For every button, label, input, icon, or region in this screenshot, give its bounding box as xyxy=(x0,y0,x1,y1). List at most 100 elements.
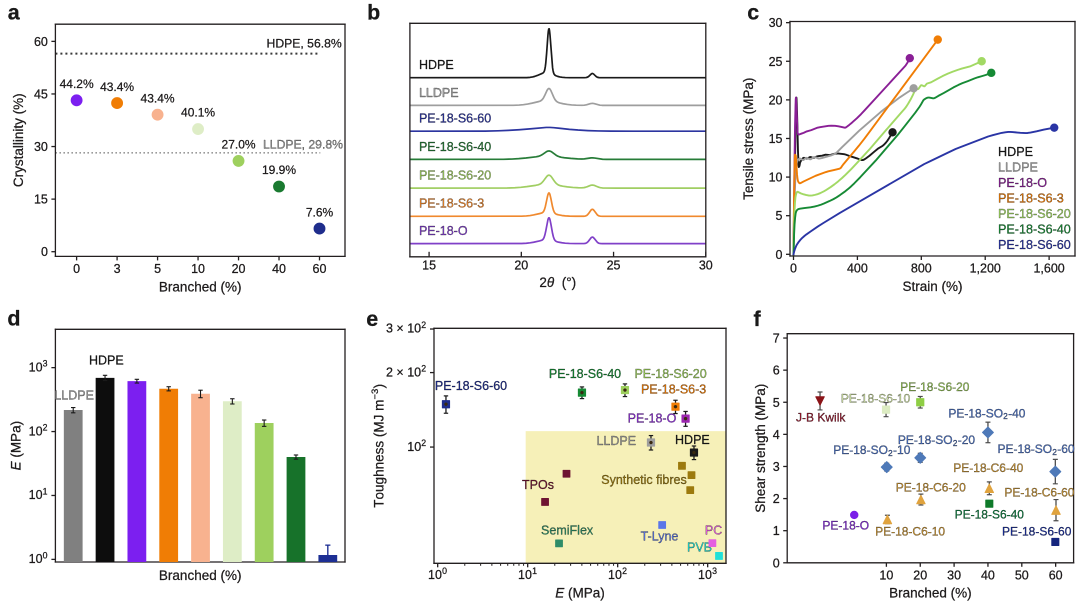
svg-text:Branched (%): Branched (%) xyxy=(159,568,242,583)
svg-text:2 (: 2 ( ° ) θ xyxy=(539,274,580,291)
svg-text:1 0 1: 1 0 1 xyxy=(518,566,537,583)
svg-text:1 0 2: 1 0 2 xyxy=(407,438,426,455)
svg-text:0: 0 xyxy=(790,262,797,276)
svg-text:15: 15 xyxy=(34,193,48,207)
svg-text:20: 20 xyxy=(769,93,783,107)
svg-text:PE-18-S6-40: PE-18-S6-40 xyxy=(419,140,491,154)
svg-text:30: 30 xyxy=(769,16,783,30)
svg-text:60: 60 xyxy=(313,262,327,276)
svg-text:PE-18-S6-40: PE-18-S6-40 xyxy=(955,508,1025,522)
svg-text:PE-18-S6-20: PE-18-S6-20 xyxy=(998,207,1071,221)
svg-text:3 ×: 3 × 1 0 2 xyxy=(386,320,426,337)
svg-text:0: 0 xyxy=(73,262,80,276)
svg-text:40: 40 xyxy=(981,568,995,582)
svg-text:1 0 1: 1 0 1 xyxy=(29,486,48,503)
svg-text:P E - 1: P E - 1 8 - S O - 4 0 2 xyxy=(948,404,1029,421)
svg-text:7.6%: 7.6% xyxy=(306,205,334,219)
svg-text:HDPE: HDPE xyxy=(89,353,124,367)
svg-text:20: 20 xyxy=(913,568,927,582)
svg-text:44.2%: 44.2% xyxy=(60,77,94,91)
svg-text:PE-18-O: PE-18-O xyxy=(822,519,869,533)
svg-text:7: 7 xyxy=(773,332,780,346)
svg-text:d: d xyxy=(7,307,20,331)
svg-text:27.0%: 27.0% xyxy=(222,138,256,152)
svg-text:b: b xyxy=(367,0,380,24)
svg-text:10: 10 xyxy=(769,171,783,185)
svg-text:30: 30 xyxy=(699,258,713,272)
svg-text:PVB: PVB xyxy=(687,541,712,555)
svg-text:PE-18-S6-60: PE-18-S6-60 xyxy=(419,112,491,126)
svg-text:a: a xyxy=(8,0,21,24)
svg-text:LLDPE, 29.8%: LLDPE, 29.8% xyxy=(263,137,343,151)
svg-text:LLDPE: LLDPE xyxy=(419,86,459,100)
svg-text:43.4%: 43.4% xyxy=(141,91,175,105)
svg-text:PE-18-S6-60: PE-18-S6-60 xyxy=(1002,524,1072,538)
svg-text:1,200: 1,200 xyxy=(970,262,1001,276)
svg-text:40: 40 xyxy=(272,262,286,276)
svg-text:3: 3 xyxy=(114,262,121,276)
svg-text:PE-18-O: PE-18-O xyxy=(628,412,677,426)
svg-text:5: 5 xyxy=(154,262,161,276)
svg-text:E ( M: E ( M P a ) xyxy=(7,421,24,471)
svg-text:PE-18-S6-40: PE-18-S6-40 xyxy=(549,367,621,381)
svg-text:30: 30 xyxy=(947,568,961,582)
svg-text:PE-18-O: PE-18-O xyxy=(419,224,468,238)
svg-text:30: 30 xyxy=(34,140,48,154)
svg-text:60: 60 xyxy=(1049,568,1063,582)
svg-text:HDPE: HDPE xyxy=(675,433,710,447)
svg-text:1 0 0: 1 0 0 xyxy=(428,566,447,583)
svg-text:19.9%: 19.9% xyxy=(262,163,296,177)
svg-text:Branched (%): Branched (%) xyxy=(159,279,242,294)
svg-text:LLDPE: LLDPE xyxy=(54,389,94,403)
svg-text:PE-18-S6-20: PE-18-S6-20 xyxy=(419,169,491,183)
svg-text:1 0 0: 1 0 0 xyxy=(29,550,48,567)
svg-text:1,600: 1,600 xyxy=(1033,262,1064,276)
svg-text:Synthetic fibres: Synthetic fibres xyxy=(601,473,686,487)
svg-text:PE-18-S6-60: PE-18-S6-60 xyxy=(998,238,1071,252)
svg-text:3: 3 xyxy=(773,460,780,474)
svg-text:5: 5 xyxy=(776,209,783,223)
svg-text:HDPE, 56.8%: HDPE, 56.8% xyxy=(267,37,342,51)
svg-text:c: c xyxy=(747,0,759,24)
svg-text:20: 20 xyxy=(232,262,246,276)
svg-text:P E - 1: P E - 1 8 - S O - 2 0 2 xyxy=(898,431,979,448)
svg-text:2: 2 xyxy=(773,492,780,506)
svg-text:15: 15 xyxy=(769,132,783,146)
svg-text:1 0 3: 1 0 3 xyxy=(29,358,48,375)
svg-text:Crystallinity (%): Crystallinity (%) xyxy=(11,93,26,187)
svg-text:25: 25 xyxy=(607,258,621,272)
svg-text:HDPE: HDPE xyxy=(998,145,1033,159)
svg-text:50: 50 xyxy=(1015,568,1029,582)
svg-text:e: e xyxy=(366,307,378,331)
svg-text:1 0 3: 1 0 3 xyxy=(698,566,717,583)
svg-text:800: 800 xyxy=(911,262,932,276)
svg-text:1 0 2: 1 0 2 xyxy=(29,422,48,439)
svg-text:PC: PC xyxy=(705,524,722,538)
svg-text:SemiFlex: SemiFlex xyxy=(541,524,594,538)
svg-text:0: 0 xyxy=(776,248,783,262)
svg-text:40.1%: 40.1% xyxy=(181,106,215,120)
svg-text:Tensile stress (MPa): Tensile stress (MPa) xyxy=(741,78,756,200)
svg-text:400: 400 xyxy=(847,262,868,276)
svg-text:P E - 1: P E - 1 8 - S O - 1 0 2 xyxy=(833,441,914,458)
svg-text:PE-18-S6-20: PE-18-S6-20 xyxy=(900,380,970,394)
svg-text:PE-18-S6-3: PE-18-S6-3 xyxy=(998,191,1064,205)
svg-text:Branched (%): Branched (%) xyxy=(889,586,972,601)
svg-text:45: 45 xyxy=(34,87,48,101)
svg-text:PE-18-S6-20: PE-18-S6-20 xyxy=(634,367,706,381)
svg-text:T o u g: T o u g h n e s s ( M J m ) − 3 xyxy=(365,380,387,508)
svg-text:Shear strength (MPa): Shear strength (MPa) xyxy=(753,384,768,513)
svg-text:2 ×: 2 × 1 0 2 xyxy=(386,363,426,380)
svg-text:P E - 1: P E - 1 8 - S O - 6 0 2 xyxy=(997,440,1078,457)
svg-text:0: 0 xyxy=(773,556,780,570)
svg-text:J-B Kwilk: J-B Kwilk xyxy=(796,411,846,425)
svg-text:1 0 2: 1 0 2 xyxy=(608,566,627,583)
svg-text:Strain (%): Strain (%) xyxy=(902,279,962,294)
svg-text:6: 6 xyxy=(773,364,780,378)
svg-text:PE-18-C6-60: PE-18-C6-60 xyxy=(1004,486,1074,500)
svg-text:10: 10 xyxy=(879,568,893,582)
svg-text:15: 15 xyxy=(422,258,436,272)
svg-text:PE-18-C6-20: PE-18-C6-20 xyxy=(896,480,966,494)
svg-text:10: 10 xyxy=(191,262,205,276)
svg-text:E ( M: E ( M P a ) xyxy=(555,584,605,601)
